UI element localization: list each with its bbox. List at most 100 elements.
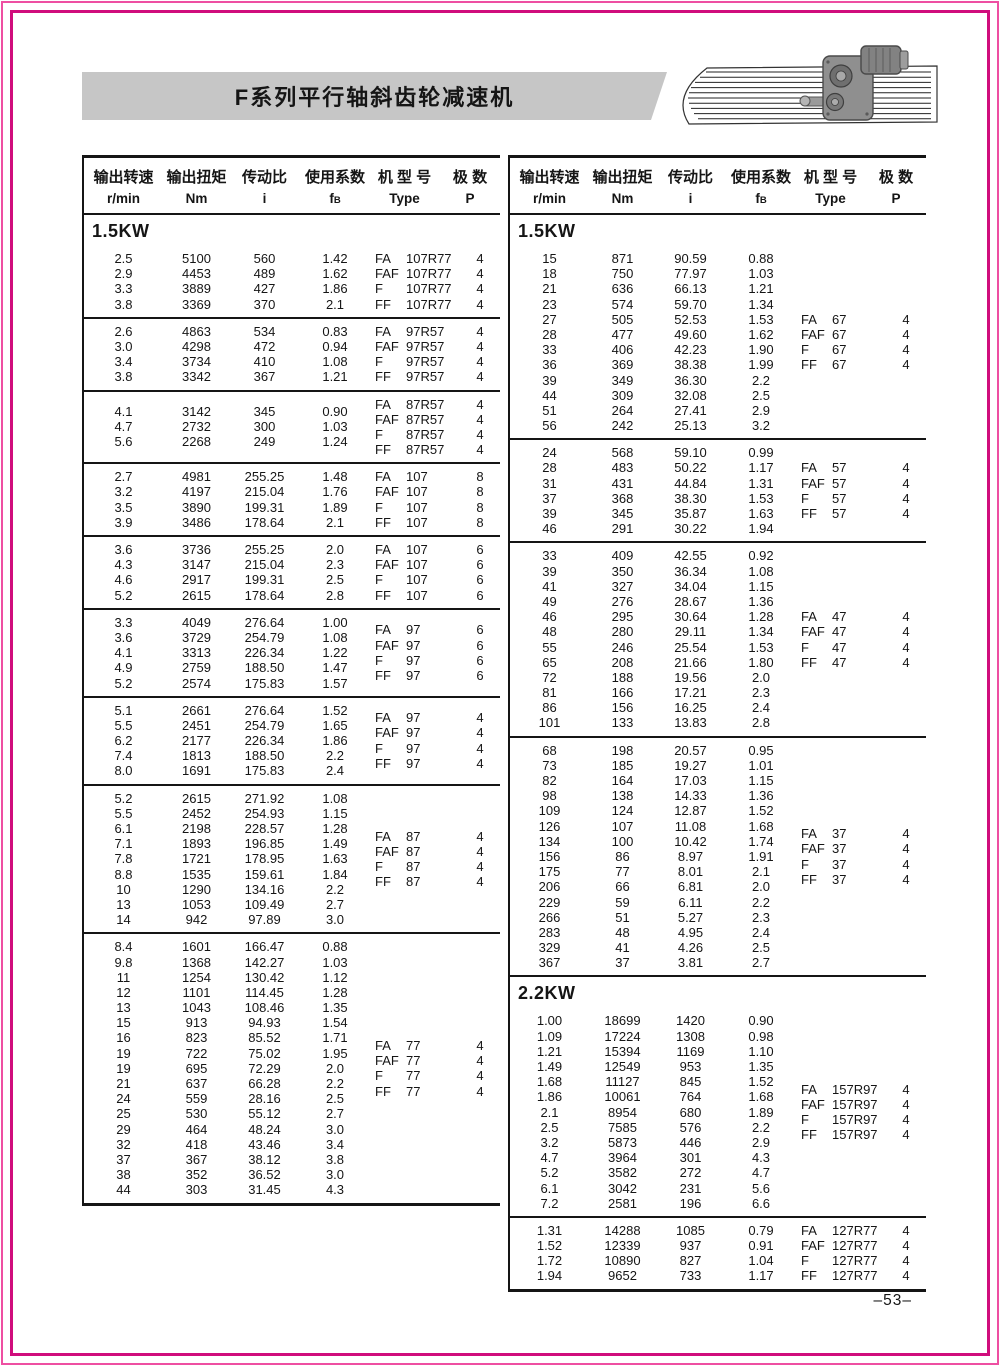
type-prefix: FAF <box>801 1238 825 1254</box>
service-factor-value: 1.63 <box>322 851 348 867</box>
type-model: 107 <box>406 557 428 573</box>
table-row: 81 166 17.21 2.3 <box>510 685 797 700</box>
service-factor-value: 6.6 <box>751 1195 771 1211</box>
type-row: FF 97R57 4 <box>375 369 500 384</box>
service-factor-value: 1.35 <box>322 1000 348 1016</box>
table-row: 46 295 30.64 1.28 <box>510 609 797 624</box>
pole-count: 4 <box>902 1096 910 1112</box>
pole-count: 4 <box>902 357 910 373</box>
table-row: 27 505 52.53 1.53 <box>510 312 797 327</box>
table-row: 134 100 10.42 1.74 <box>510 834 797 849</box>
type-prefix: FAF <box>375 484 399 500</box>
type-prefix: FAF <box>375 725 399 741</box>
torque-value: 750 <box>611 266 634 282</box>
ratio-value: 1169 <box>676 1043 705 1059</box>
service-factor-value: 1.35 <box>748 1059 774 1074</box>
service-factor-value: 1.91 <box>748 848 774 864</box>
service-factor-value: 1.28 <box>748 609 774 625</box>
service-factor-value: 1.15 <box>748 578 774 594</box>
ratio-value: 75.02 <box>248 1045 281 1061</box>
service-factor-value: 2.0 <box>751 879 771 895</box>
table-row: 21 637 66.28 2.2 <box>84 1076 371 1091</box>
table-row: 36 369 38.38 1.99 <box>510 357 797 372</box>
type-row: F 87 4 <box>375 859 500 874</box>
type-prefix: FAF <box>375 266 399 282</box>
service-factor-value: 3.0 <box>325 1167 345 1183</box>
type-row: F 97 4 <box>375 741 500 756</box>
data-rows: 5.1 2661 276.64 1.52 5.5 2451 254.79 1.65 6.2 217… <box>84 703 371 779</box>
spec-tables: 输出转速 输出扭矩 传动比 使用系数机 型 号极 数 r/min Nm i fB Type P 1.… <box>82 155 926 1292</box>
type-rows: FA 67 4 FAF 67 4 F 67 4 FF 67 4 <box>797 312 926 373</box>
table-row: 48 280 29.11 1.34 <box>510 624 797 639</box>
ratio-value: 680 <box>679 1104 702 1120</box>
type-model: 77 <box>406 1083 421 1099</box>
torque-value: 1368 <box>182 954 211 970</box>
ratio-value: 199.31 <box>244 499 285 515</box>
speed-value: 2.7 <box>114 469 133 485</box>
page-number: –53– <box>873 1292 912 1309</box>
type-prefix: FF <box>375 755 391 771</box>
ratio-value: 130.42 <box>244 969 285 985</box>
speed-value: 19 <box>116 1060 131 1076</box>
type-model: 87 <box>406 828 421 844</box>
ratio-value: 109.49 <box>244 896 285 912</box>
speed-value: 156 <box>538 848 561 864</box>
service-factor-value: 1.31 <box>748 475 774 491</box>
service-factor-value: 1.53 <box>748 639 774 655</box>
ratio-value: 733 <box>679 1268 702 1284</box>
torque-value: 349 <box>611 372 634 388</box>
table-header: 输出转速 输出扭矩 传动比 使用系数机 型 号 极 数 r/min Nm i fB Type P <box>510 158 926 215</box>
speed-value: 5.1 <box>114 702 133 718</box>
torque-value: 722 <box>185 1045 208 1061</box>
torque-value: 695 <box>185 1060 208 1076</box>
pole-count: 4 <box>476 281 484 297</box>
type-row: FA 77 4 <box>375 1038 500 1053</box>
ratio-value: 226.34 <box>244 645 285 661</box>
speed-value: 8.8 <box>114 866 133 882</box>
type-prefix: F <box>801 490 809 506</box>
torque-value: 345 <box>611 506 634 521</box>
speed-value: 21 <box>542 281 557 297</box>
pole-count: 4 <box>476 843 484 859</box>
ratio-value: 410 <box>253 354 276 370</box>
pole-count: 4 <box>476 426 484 442</box>
type-rows: FA 37 4 FAF 37 4 F 37 4 FF 37 4 <box>797 826 926 887</box>
ratio-value: 52.53 <box>674 311 707 327</box>
service-factor-value: 1.71 <box>322 1030 348 1046</box>
speed-value: 126 <box>538 818 561 834</box>
ratio-value: 21.66 <box>674 654 707 670</box>
type-model: 57 <box>832 460 847 476</box>
pole-count: 4 <box>902 475 910 491</box>
speed-value: 21 <box>116 1076 131 1091</box>
speed-value: 33 <box>542 342 557 358</box>
speed-value: 3.4 <box>114 354 133 370</box>
torque-value: 3486 <box>182 514 211 530</box>
torque-value: 3313 <box>182 645 211 661</box>
speed-value: 3.2 <box>540 1134 559 1150</box>
service-factor-value: 1.08 <box>748 563 774 579</box>
speed-value: 39 <box>542 506 557 521</box>
torque-value: 559 <box>185 1091 208 1107</box>
type-model: 77 <box>406 1068 421 1084</box>
table-row: 4.9 2759 188.50 1.47 <box>84 660 371 675</box>
torque-value: 4298 <box>182 338 211 354</box>
type-model: 37 <box>832 856 847 872</box>
speed-value: 5.2 <box>540 1165 559 1181</box>
ratio-value: 226.34 <box>244 733 285 749</box>
table-row: 3.2 5873 446 2.9 <box>510 1135 797 1150</box>
data-block: 1.00 18699 1420 0.90 1.09 17224 1308 0.98 1.21 15… <box>510 1008 926 1218</box>
gear-reducer-illustration <box>799 45 909 121</box>
speed-value: 1.52 <box>536 1238 563 1254</box>
ratio-value: 576 <box>679 1119 702 1135</box>
type-rows: FA 77 4 FAF 77 4 F 77 4 FF 77 4 <box>371 1038 500 1099</box>
type-model: 97 <box>406 755 421 771</box>
speed-value: 1.21 <box>536 1043 563 1059</box>
type-row: FF 87R57 4 <box>375 442 500 457</box>
type-prefix: F <box>375 354 383 370</box>
type-prefix: FF <box>375 1083 391 1099</box>
type-row: FF 107 8 <box>375 515 500 530</box>
table-row: 3.6 3729 254.79 1.08 <box>84 630 371 645</box>
unit-subscript: B <box>759 195 767 206</box>
service-factor-value: 1.62 <box>748 326 774 342</box>
data-block: 4.1 3142 345 0.90 4.7 2732 300 1.03 5.6 2268 249 1.… <box>84 392 500 465</box>
